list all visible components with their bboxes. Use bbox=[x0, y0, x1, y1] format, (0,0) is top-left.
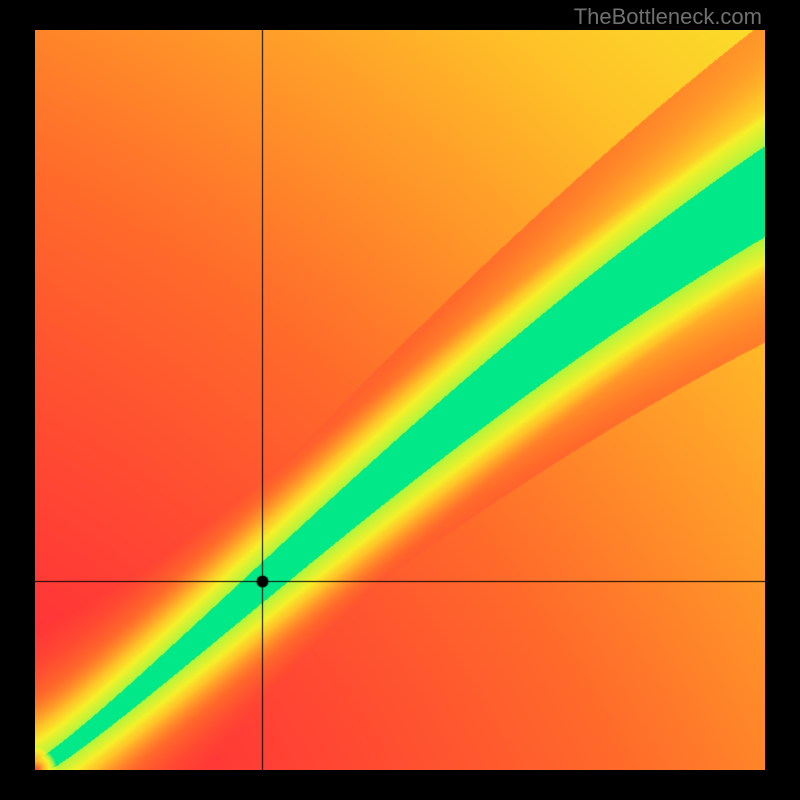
heatmap-chart bbox=[35, 30, 765, 770]
watermark-text: TheBottleneck.com bbox=[574, 4, 762, 30]
heatmap-canvas bbox=[35, 30, 765, 770]
